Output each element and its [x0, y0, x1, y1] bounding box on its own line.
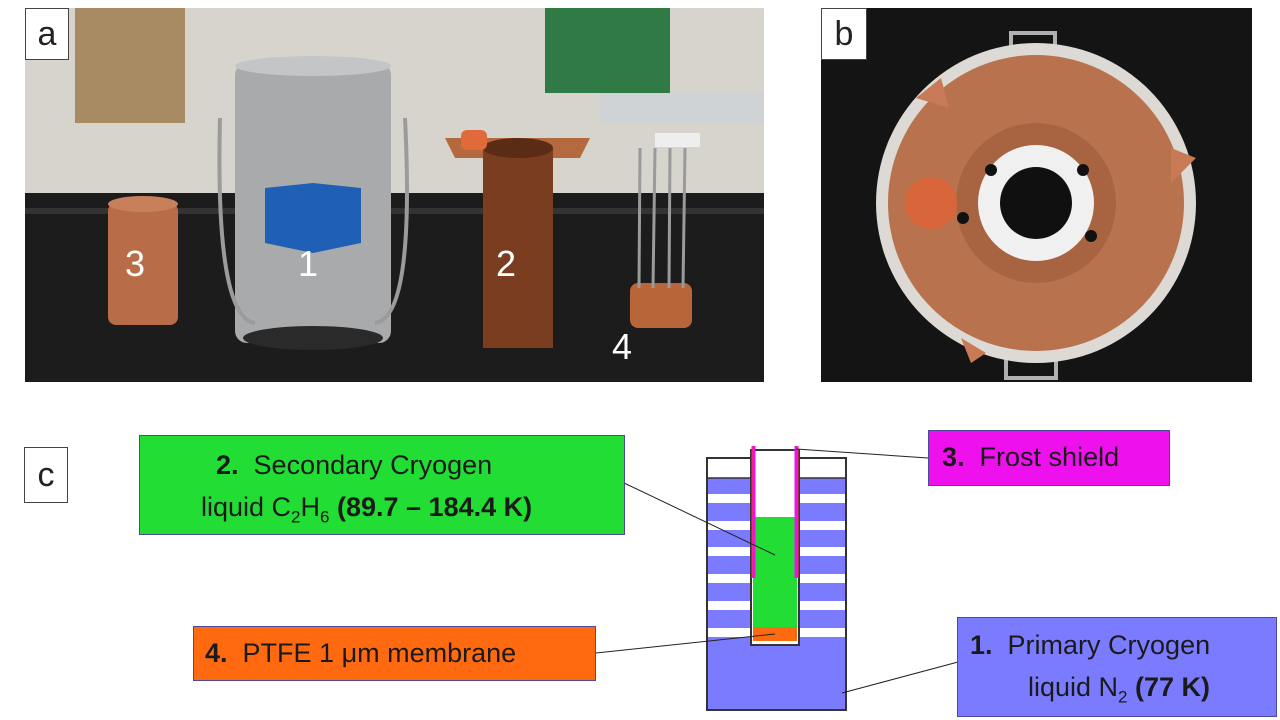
secondary-temperature: (89.7 – 184.4 K): [337, 492, 533, 522]
primary-title: Primary Cryogen: [1007, 630, 1211, 660]
ptfe-text-row: 4. PTFE 1 μm membrane: [205, 638, 516, 669]
photo-a-illustration: [25, 8, 764, 382]
panel-label-a: a: [25, 8, 69, 60]
panel-label-c: c: [24, 447, 68, 503]
frost-number: 3.: [942, 442, 965, 472]
secondary-liquid-prefix: liquid C: [201, 492, 292, 522]
ptfe-number: 4.: [205, 638, 228, 668]
secondary-h: H: [300, 492, 321, 522]
secondary-line-2: liquid C2H6 (89.7 – 184.4 K): [201, 492, 532, 527]
primary-number: 1.: [970, 630, 993, 660]
label-primary-cryogen: 1. Primary Cryogen liquid N2 (77 K): [957, 617, 1277, 717]
label-ptfe-membrane: 4. PTFE 1 μm membrane: [193, 626, 596, 681]
primary-sub-2: 2: [1118, 687, 1128, 707]
secondary-sub-2: 2: [291, 507, 301, 527]
leader-line-frost: [795, 448, 929, 459]
secondary-sub-6: 6: [320, 507, 330, 527]
leader-line-ptfe: [595, 633, 776, 654]
secondary-title: Secondary Cryogen: [253, 450, 493, 480]
frost-text-row: 3. Frost shield: [942, 442, 1119, 473]
secondary-cryogen-fill: [753, 517, 797, 629]
label-frost-shield: 3. Frost shield: [928, 430, 1170, 486]
primary-temperature: (77 K): [1135, 672, 1211, 702]
frost-title: Frost shield: [979, 442, 1120, 472]
ptfe-title: PTFE 1 μm membrane: [242, 638, 517, 668]
leader-line-secondary: [621, 481, 776, 556]
secondary-line-1: 2. Secondary Cryogen: [216, 450, 492, 481]
secondary-number: 2.: [216, 450, 239, 480]
photo-number-2: 2: [496, 243, 517, 284]
photo-b-top-view: b: [821, 8, 1252, 382]
photo-a-equipment: a 3 1 2 4: [25, 8, 764, 382]
label-secondary-cryogen: 2. Secondary Cryogen liquid C2H6 (89.7 –…: [139, 435, 625, 535]
primary-line-1: 1. Primary Cryogen: [970, 630, 1210, 661]
photo-number-4: 4: [612, 326, 633, 367]
photo-b-illustration: [821, 8, 1252, 382]
photo-number-3: 3: [125, 243, 146, 284]
photo-number-1: 1: [298, 243, 319, 284]
leader-line-primary: [841, 661, 959, 694]
primary-liquid-prefix: liquid N: [1028, 672, 1119, 702]
panel-label-b: b: [821, 8, 867, 60]
primary-line-2: liquid N2 (77 K): [1028, 672, 1210, 707]
